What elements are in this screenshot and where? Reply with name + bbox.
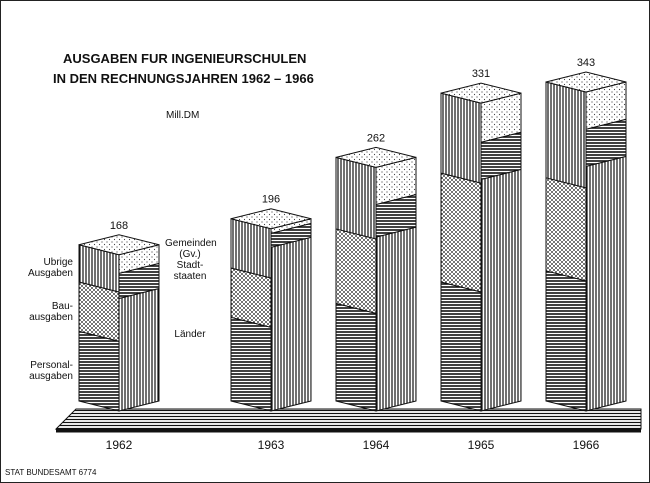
legend-label: Ubrige Ausgaben [27,257,73,280]
total-label: 331 [472,68,490,80]
front-segment [440,172,482,293]
x-tick-label: 1966 [573,438,600,452]
legend-label: Stadt-staaten [173,259,207,282]
ground [54,408,642,430]
top-face [78,234,160,256]
side-segment [118,287,160,412]
total-label: 196 [262,194,280,206]
legend-label: Bau-ausgaben [29,300,73,323]
front-segment [78,330,120,412]
total-label: 262 [367,132,385,144]
side-segment [270,236,312,412]
front-segment [545,81,587,189]
total-label: 343 [577,57,595,69]
legend-label: Personal-ausgaben [29,360,73,383]
unit: Mill.DM [166,110,199,121]
side-segment [375,226,417,412]
legend-label: Länder [174,328,206,340]
title-line: AUSGABEN FUR INGENIEURSCHULEN [63,51,306,66]
top-face [545,71,627,93]
front-segment [545,270,587,412]
front-segment [335,228,377,314]
title-line: IN DEN RECHNUNGSJAHREN 1962 – 1966 [53,71,314,86]
source: STAT BUNDESAMT 6774 [5,468,97,477]
x-tick-label: 1963 [258,438,285,452]
legend-label: Gemeinden (Gv.) [165,238,217,261]
front-segment [335,302,377,412]
top-face [230,208,312,230]
x-tick-label: 1964 [363,438,390,452]
total-label: 168 [110,220,128,232]
front-segment [335,156,377,240]
front-segment [230,316,272,412]
front-segment [440,92,482,184]
top-face [440,82,522,104]
side-segment [480,168,522,412]
x-tick-label: 1962 [106,438,133,452]
top-face [335,146,417,168]
side-segment [585,155,627,412]
front-segment [440,281,482,412]
front-segment [545,177,587,282]
x-tick-label: 1965 [468,438,495,452]
